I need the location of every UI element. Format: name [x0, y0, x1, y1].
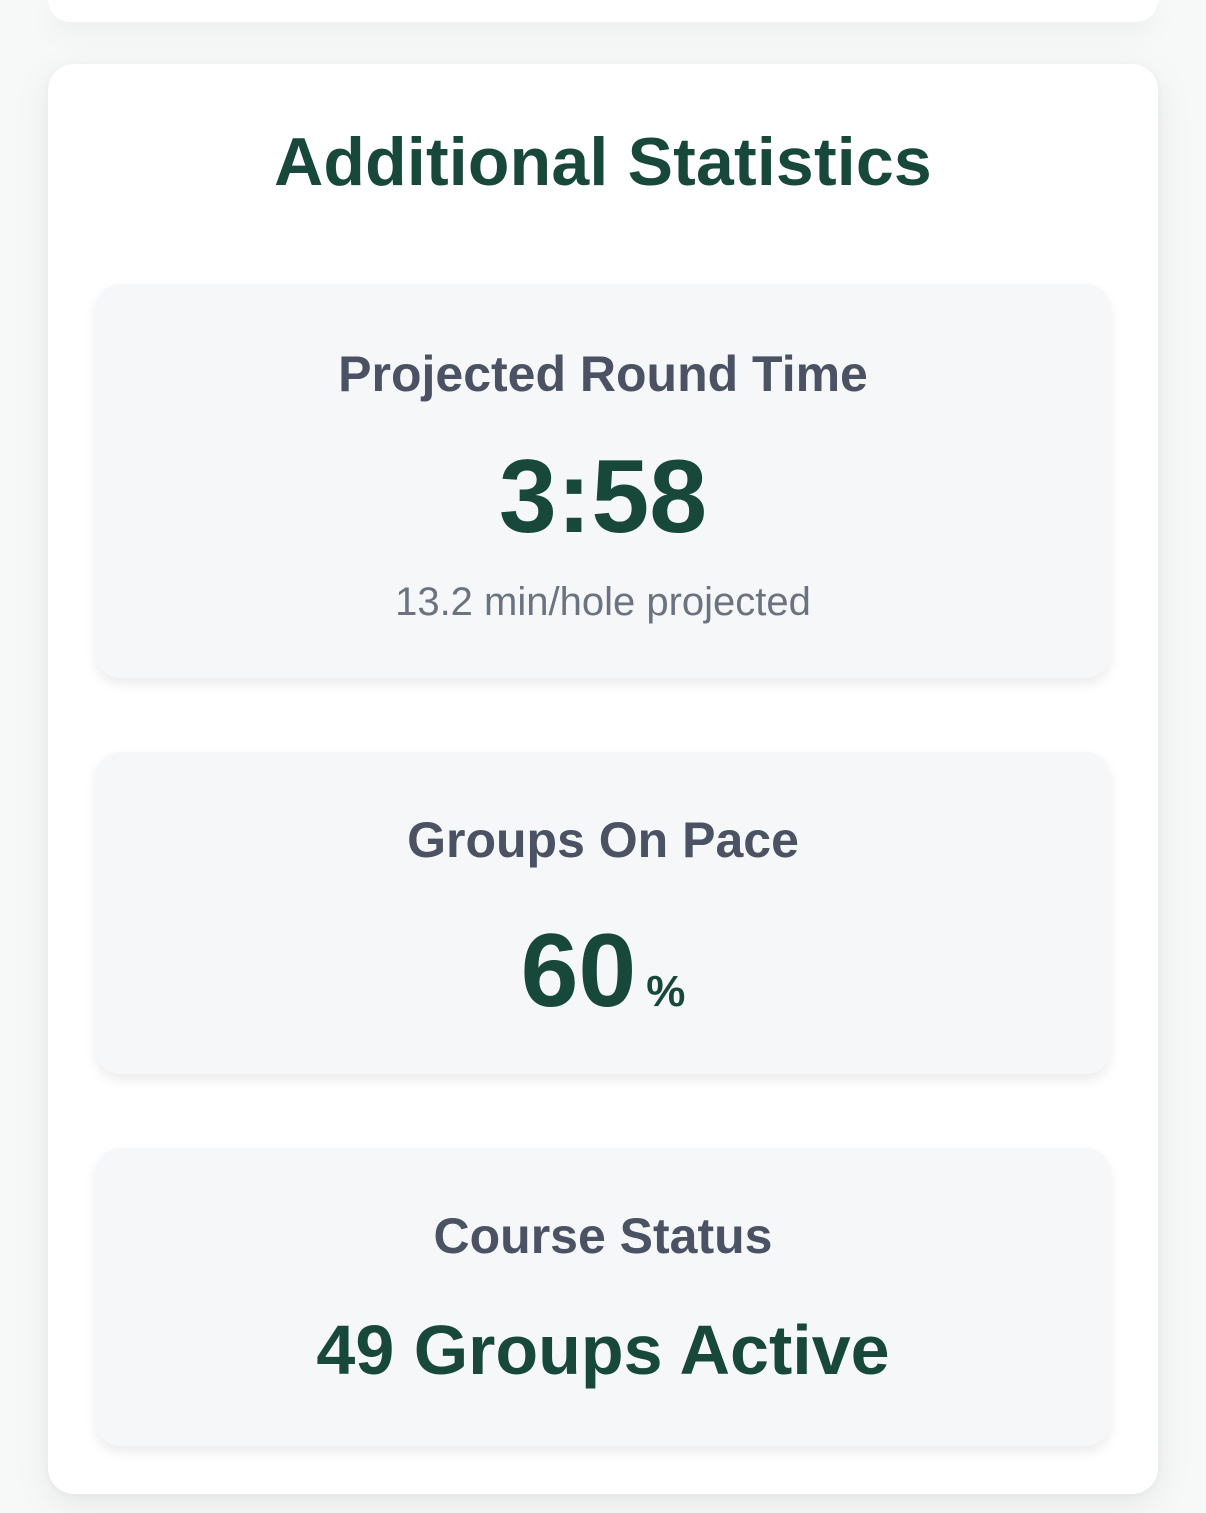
groups-on-pace-value-row: 60%: [96, 916, 1110, 1047]
course-status-value: 49 Groups Active: [316, 1311, 890, 1389]
course-status-label: Course Status: [433, 1208, 773, 1264]
groups-on-pace-label: Groups On Pace: [407, 812, 799, 868]
projected-round-time-label: Projected Round Time: [338, 346, 868, 402]
projected-round-time-card: Projected Round Time 3:58 13.2 min/hole …: [96, 284, 1110, 678]
course-status-card: Course Status 49 Groups Active: [96, 1148, 1110, 1446]
previous-panel-edge: [48, 0, 1158, 22]
groups-on-pace-card: Groups On Pace 60%: [96, 752, 1110, 1074]
panel-title: Additional Statistics: [274, 124, 932, 200]
projected-round-time-value: 3:58: [498, 439, 708, 555]
projected-round-time-subtext: 13.2 min/hole projected: [395, 580, 811, 624]
groups-on-pace-unit: %: [646, 967, 686, 1016]
groups-on-pace-value: 60: [520, 913, 637, 1029]
